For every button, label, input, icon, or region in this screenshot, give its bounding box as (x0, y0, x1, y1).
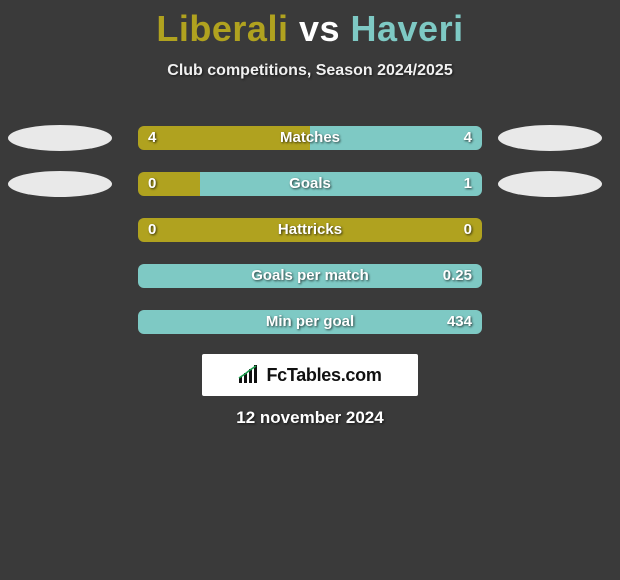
stat-label: Hattricks (138, 218, 482, 242)
player-left-badge (8, 171, 112, 197)
title-vs: vs (288, 8, 350, 49)
stats-rows: Matches44Goals01Hattricks00Goals per mat… (0, 126, 620, 356)
stat-value-right: 1 (464, 172, 472, 196)
brand-badge[interactable]: FcTables.com (202, 354, 418, 396)
stat-value-right: 0 (464, 218, 472, 242)
comparison-card: Liberali vs Haveri Club competitions, Se… (0, 0, 620, 580)
stat-value-right: 4 (464, 126, 472, 150)
stat-value-left: 4 (148, 126, 156, 150)
stat-label: Goals (138, 172, 482, 196)
page-title: Liberali vs Haveri (0, 0, 620, 50)
brand-text: FcTables.com (266, 365, 381, 386)
stat-value-left: 0 (148, 218, 156, 242)
stat-label: Goals per match (138, 264, 482, 288)
stat-value-right: 0.25 (443, 264, 472, 288)
stat-row: Goals per match0.25 (0, 264, 620, 288)
stat-row: Goals0 1 (0, 172, 620, 196)
stat-value-left: 0 (148, 172, 156, 196)
stat-label: Matches (138, 126, 482, 150)
stat-row: Min per goal434 (0, 310, 620, 334)
stat-row: Matches4 4 (0, 126, 620, 150)
player-left-badge (8, 125, 112, 151)
stat-value-right: 434 (447, 310, 472, 334)
bar-chart-icon (238, 365, 260, 385)
subtitle: Club competitions, Season 2024/2025 (0, 62, 620, 80)
stat-row: Hattricks0 0 (0, 218, 620, 242)
title-player-left: Liberali (156, 8, 288, 49)
player-right-badge (498, 125, 602, 151)
title-player-right: Haveri (351, 8, 464, 49)
date-text: 12 november 2024 (0, 408, 620, 428)
stat-label: Min per goal (138, 310, 482, 334)
player-right-badge (498, 171, 602, 197)
